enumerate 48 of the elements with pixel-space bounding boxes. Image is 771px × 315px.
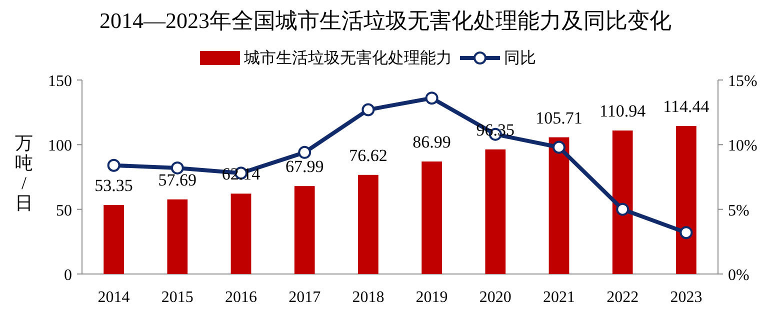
y2-tick-label: 0% — [728, 267, 750, 284]
bar — [612, 130, 633, 274]
data-label: 105.71 — [536, 108, 582, 128]
y2-tick-label: 10% — [728, 138, 758, 155]
data-label: 57.69 — [158, 170, 197, 190]
data-label: 53.35 — [94, 176, 133, 195]
x-tick-label: 2016 — [225, 289, 257, 306]
bar — [358, 174, 378, 274]
y-tick-label: 150 — [48, 73, 72, 90]
bar — [104, 205, 124, 274]
y2-tick-label: 15% — [728, 73, 758, 90]
bar — [485, 149, 506, 274]
bar — [167, 199, 188, 274]
chart-title: 2014—2023年全国城市生活垃圾无害化处理能力及同比变化 — [100, 8, 672, 33]
x-tick-label: 2015 — [161, 289, 194, 306]
point — [425, 92, 438, 105]
bar — [422, 161, 442, 274]
data-label: 76.62 — [349, 146, 388, 165]
bar — [548, 137, 570, 274]
y-tick-label: 0 — [64, 267, 72, 284]
point — [362, 103, 375, 116]
data-label: 86.99 — [412, 132, 451, 152]
x-tick-label: 2020 — [479, 289, 512, 306]
point — [107, 158, 120, 172]
point — [616, 202, 630, 216]
legend-label: 城市生活垃圾无害化处理能力 — [243, 49, 452, 67]
x-tick-label: 2019 — [416, 289, 448, 306]
y-tick-label: 50 — [56, 202, 72, 220]
bar — [230, 194, 252, 274]
x-tick-label: 2023 — [670, 289, 702, 306]
data-label: 110.94 — [600, 102, 646, 121]
point — [298, 146, 312, 159]
x-tick-label: 2017 — [288, 289, 321, 306]
data-label: 67.99 — [285, 157, 324, 176]
y-tick-label: 100 — [48, 138, 72, 155]
x-tick-label: 2021 — [543, 289, 575, 306]
point — [552, 140, 566, 154]
y-axis-title: 万吨/日 — [15, 133, 33, 213]
data-label: 114.44 — [663, 96, 710, 116]
point — [680, 226, 693, 240]
bar — [294, 186, 315, 274]
y2-tick-label: 5% — [728, 202, 750, 220]
bar — [676, 126, 696, 274]
x-tick-label: 2014 — [98, 289, 130, 306]
x-tick-label: 2022 — [606, 289, 639, 306]
x-tick-label: 2018 — [352, 289, 384, 306]
point — [170, 161, 184, 174]
legend-label: 同比 — [504, 49, 536, 67]
